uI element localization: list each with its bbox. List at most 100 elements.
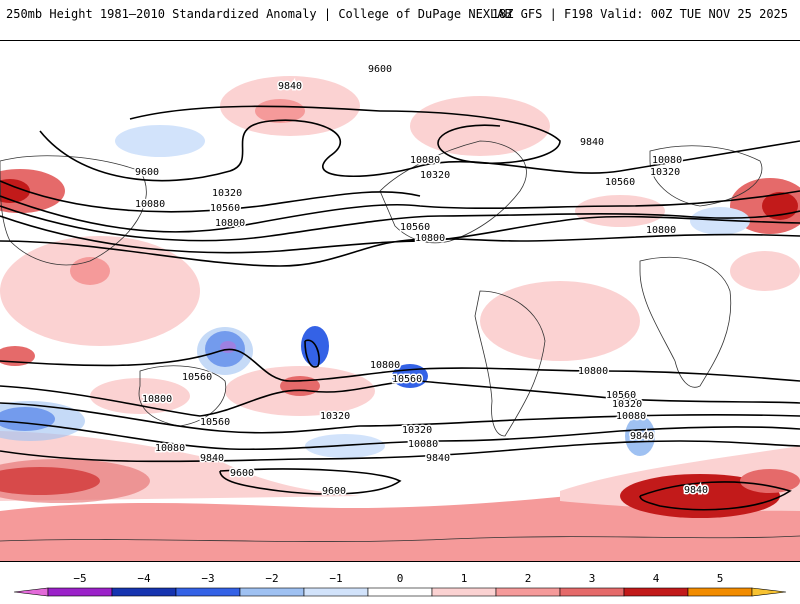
coastlines	[0, 140, 800, 542]
contour-9840-southern-high	[639, 481, 792, 511]
anomaly-area-indian-south	[90, 378, 190, 414]
colorbar-segment	[47, 587, 113, 597]
colorbar-segment	[623, 587, 689, 597]
contour-label: 10560	[182, 372, 212, 383]
colorbar-segment	[13, 587, 49, 597]
contour-label: 9840	[426, 453, 450, 464]
contour-label: 9600	[135, 167, 159, 178]
anomaly-area-atlantic-low	[625, 416, 655, 456]
contour-label: 9840	[684, 485, 708, 496]
colorbar-tick-label: −2	[265, 572, 278, 585]
contour-labels: 9600 9840 9840 9600 10080 10320 10560 10…	[134, 63, 710, 499]
colorbar-svg: −5 −4 −3 −2 −1 0 1 2 3 4 5	[13, 572, 787, 597]
anomaly-area-north-pacific-core	[255, 99, 305, 123]
contour-label: 10320	[420, 170, 450, 181]
contour-label: 10560	[200, 417, 230, 428]
contour-label: 10080	[135, 199, 165, 210]
contour-10080-north	[0, 190, 800, 233]
header: 250mb Height 1981–2010 Standardized Anom…	[0, 0, 800, 30]
contour-label: 10800	[215, 218, 245, 229]
anomaly-area-south-polar	[0, 459, 800, 561]
colorbar-segment	[751, 587, 787, 597]
colorbar-segments	[13, 587, 787, 597]
contour-label: 10800	[646, 225, 676, 236]
contour-label: 10560	[400, 222, 430, 233]
colorbar-segment	[495, 587, 561, 597]
anomaly-area-pacific-low-ring	[197, 327, 253, 375]
contour-label: 10560	[392, 374, 422, 385]
contour-10080-south	[0, 420, 800, 451]
coastline-antarctica	[0, 535, 800, 542]
contour-label: 10800	[578, 366, 608, 377]
colorbar-tick-label: 4	[653, 572, 660, 585]
anomaly-map: 9600 9840 9840 9600 10080 10320 10560 10…	[0, 63, 800, 561]
contour-label: 10800	[142, 394, 172, 405]
contour-label: 9840	[200, 453, 224, 464]
anomaly-area-southern-high-inner	[740, 469, 800, 493]
anomaly-area-sw-pacific-2	[0, 459, 150, 503]
colorbar-tick-label: −5	[73, 572, 86, 585]
contour-label: 9840	[630, 431, 654, 442]
colorbar-tick-label: −1	[329, 572, 342, 585]
colorbar-segment	[239, 587, 305, 597]
height-contours	[0, 105, 800, 511]
contour-label: 10320	[650, 167, 680, 178]
contour-label: 10560	[210, 203, 240, 214]
anomaly-area-europe-low	[690, 207, 750, 235]
colorbar-segment	[303, 587, 369, 597]
contour-label: 10560	[606, 390, 636, 401]
colorbar-ticks: −5 −4 −3 −2 −1 0 1 2 3 4 5	[73, 572, 723, 585]
contour-label: 9840	[580, 137, 604, 148]
contour-label: 10800	[415, 233, 445, 244]
colorbar-tick-label: 3	[589, 572, 596, 585]
contour-10560-central-pacific	[304, 339, 320, 368]
coastline-north-america	[379, 140, 527, 244]
contour-10320-north	[0, 205, 800, 242]
colorbar-segment	[559, 587, 625, 597]
anomaly-area-india	[730, 251, 800, 291]
coastline-europe	[649, 145, 763, 207]
coastline-australia	[138, 365, 227, 427]
colorbar-tick-label: −3	[201, 572, 214, 585]
colorbar: −5 −4 −3 −2 −1 0 1 2 3 4 5	[0, 568, 800, 600]
contour-label: 10080	[408, 439, 438, 450]
contour-label: 10320	[320, 411, 350, 422]
contour-9840-south	[0, 440, 800, 463]
colorbar-tick-label: 1	[461, 572, 468, 585]
contour-10560-south	[0, 380, 800, 417]
anomaly-area-atlantic	[575, 195, 665, 227]
colorbar-tick-label: 2	[525, 572, 532, 585]
contour-label: 10320	[212, 188, 242, 199]
contour-label: 9600	[322, 486, 346, 497]
colorbar-segment	[431, 587, 497, 597]
anomaly-area-north-pacific-low	[115, 125, 205, 157]
colorbar-segment	[367, 587, 433, 597]
anomaly-area-south-pacific-core	[280, 376, 320, 396]
contour-10560-north	[0, 215, 800, 254]
model-run-info: 18Z GFS | F198 Valid: 00Z TUE NOV 25 202…	[491, 7, 788, 21]
contour-10320-south	[0, 402, 800, 434]
contour-label: 10080	[652, 155, 682, 166]
colorbar-tick-label: 5	[717, 572, 724, 585]
contour-label: 9840	[278, 81, 302, 92]
contour-label: 9600	[368, 64, 392, 75]
colorbar-segment	[111, 587, 177, 597]
contour-label: 10080	[410, 155, 440, 166]
map-panel[interactable]: 9600 9840 9840 9600 10080 10320 10560 10…	[0, 40, 800, 562]
contour-label: 9600	[230, 468, 254, 479]
contour-label: 10080	[616, 411, 646, 422]
anomaly-shading	[0, 76, 800, 561]
coastline-asia	[0, 155, 147, 266]
contour-9840-north	[39, 119, 800, 182]
contour-label: 10800	[370, 360, 400, 371]
contour-label: 10320	[402, 425, 432, 436]
contour-9600-south	[219, 468, 402, 495]
anomaly-area-southeast-asia	[0, 236, 200, 346]
contour-label: 10560	[605, 177, 635, 188]
colorbar-tick-label: 0	[397, 572, 404, 585]
contour-label: 10080	[155, 443, 185, 454]
coastline-africa	[639, 256, 732, 388]
colorbar-segment	[687, 587, 753, 597]
contour-label: 10320	[612, 399, 642, 410]
coastline-south-america	[474, 290, 546, 437]
